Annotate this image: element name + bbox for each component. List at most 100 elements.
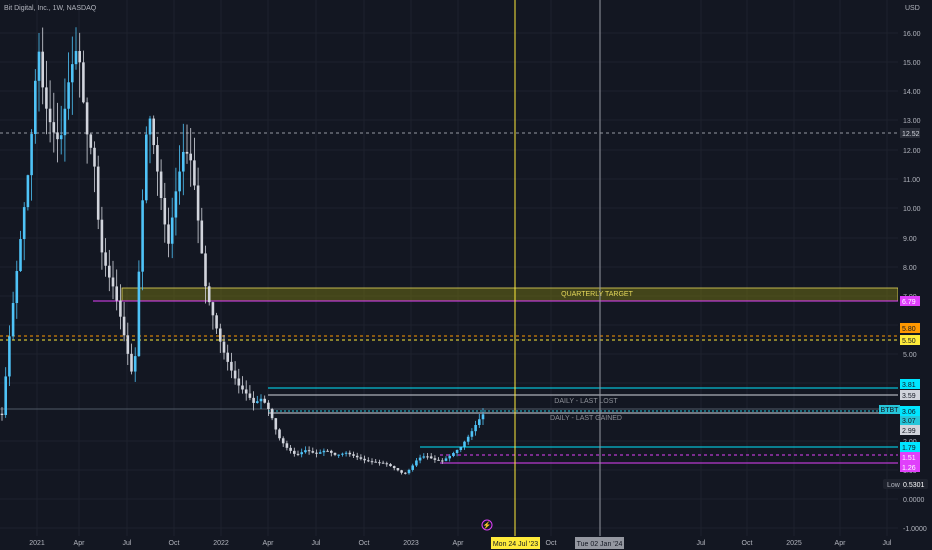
- candle-body: [241, 385, 244, 390]
- x-tick-label: 2021: [29, 540, 45, 547]
- x-tick-label: Oct: [169, 540, 180, 547]
- candle-body: [311, 451, 315, 453]
- candle-body: [333, 452, 337, 455]
- quarterly-target-label: QUARTERLY TARGET: [561, 291, 633, 298]
- white-date-badge: [575, 537, 624, 549]
- candle-body: [182, 151, 185, 172]
- price-label-bg: [900, 379, 920, 389]
- x-tick-label: Jul: [697, 540, 706, 547]
- candle-body: [304, 450, 307, 453]
- price-label-bg: [900, 425, 920, 435]
- candle-body: [426, 456, 429, 458]
- candle-body: [407, 469, 411, 474]
- price-label: 1.26: [902, 465, 916, 472]
- y-tick-label: 9.00: [903, 236, 917, 243]
- candle-body: [115, 286, 118, 301]
- candle-body: [104, 252, 107, 266]
- candle-body: [78, 51, 81, 63]
- candle-body: [163, 197, 167, 225]
- candle-body: [433, 458, 437, 460]
- candle-body: [415, 460, 418, 466]
- candle-body: [252, 397, 255, 403]
- candle-body: [45, 87, 48, 109]
- price-label-bg: [900, 323, 920, 333]
- candle-body: [130, 353, 133, 372]
- y-tick-label: 0.0000: [903, 497, 925, 504]
- candle-body: [0, 413, 4, 415]
- x-tick-label: Apr: [835, 540, 847, 547]
- candle-body: [455, 450, 459, 453]
- yellow-date-badge: [491, 537, 540, 549]
- candle-body: [59, 135, 63, 140]
- candle-body: [278, 429, 281, 439]
- daily-last-gained-label: DAILY - LAST GAINED: [550, 415, 622, 422]
- candle-body: [389, 464, 392, 467]
- price-label: 1.51: [902, 455, 916, 462]
- x-tick-label: 2025: [786, 540, 802, 547]
- candle-body: [441, 460, 444, 462]
- candle-body: [178, 171, 181, 192]
- white-date-label: Tue 02 Jan '24: [577, 541, 623, 548]
- candle-body: [152, 118, 155, 146]
- x-tick-label: Jul: [123, 540, 132, 547]
- candle-body: [93, 147, 96, 167]
- y-tick-label: -1.0000: [903, 526, 927, 533]
- x-tick-label: Apr: [74, 540, 86, 547]
- candle-body: [348, 452, 352, 455]
- candle-body: [281, 438, 285, 444]
- candle-body: [233, 370, 237, 379]
- candle-body: [34, 80, 37, 135]
- candle-body: [322, 450, 326, 453]
- price-labels: 12.52 6.79 5.80 5.50 3.81 3.59 3.07 3.06 2.99 1.7…: [900, 128, 920, 472]
- x-tick-label: Oct: [742, 540, 753, 547]
- ticker-tag-bg: [879, 405, 900, 414]
- time-axis[interactable]: [0, 536, 898, 550]
- candle-body: [219, 328, 222, 342]
- candle-body: [145, 134, 148, 201]
- candle-body: [19, 239, 22, 272]
- candle-body: [207, 286, 211, 303]
- candle-body: [337, 454, 340, 456]
- candle-body: [263, 398, 266, 403]
- lightning-icon[interactable]: [481, 519, 493, 531]
- candle-body: [392, 466, 396, 469]
- candle-body: [193, 160, 196, 186]
- candle-body: [167, 224, 170, 244]
- candle-body: [89, 134, 93, 148]
- candle-body: [111, 277, 115, 287]
- price-label-bg: [900, 462, 920, 472]
- candle-body: [352, 454, 355, 456]
- candle-body: [230, 361, 233, 371]
- candle-body: [374, 461, 377, 463]
- candle-body: [133, 356, 137, 372]
- candle-body: [315, 452, 318, 454]
- price-label-bg: [900, 128, 920, 138]
- candle-body: [122, 316, 126, 336]
- candle-body: [344, 452, 348, 454]
- candle-body: [52, 122, 56, 133]
- y-tick-label: 11.00: [903, 177, 920, 184]
- candle-body: [119, 300, 122, 317]
- candle-body: [41, 51, 44, 88]
- price-label: 3.06: [902, 409, 916, 416]
- x-tick-label: Apr: [453, 540, 465, 547]
- candle-body: [96, 166, 100, 220]
- y-tick-label: 15.00: [903, 60, 921, 67]
- candle-body: [293, 450, 296, 454]
- daily-last-lost-label: DAILY - LAST LOST: [554, 398, 618, 405]
- candle-body: [459, 446, 463, 451]
- candle-body: [22, 207, 26, 240]
- x-tick-label: Oct: [359, 540, 370, 547]
- candle-body: [8, 336, 11, 377]
- candle-body: [141, 200, 144, 272]
- candle-body: [11, 303, 15, 337]
- candle-body: [404, 472, 407, 474]
- symbol-title: Bit Digital, Inc., 1W, NASDAQ: [4, 5, 97, 12]
- price-label-bg: [900, 442, 920, 452]
- price-label: 5.80: [902, 326, 916, 333]
- candle-body: [226, 352, 229, 362]
- candle-body: [444, 458, 448, 461]
- candle-body: [296, 453, 300, 455]
